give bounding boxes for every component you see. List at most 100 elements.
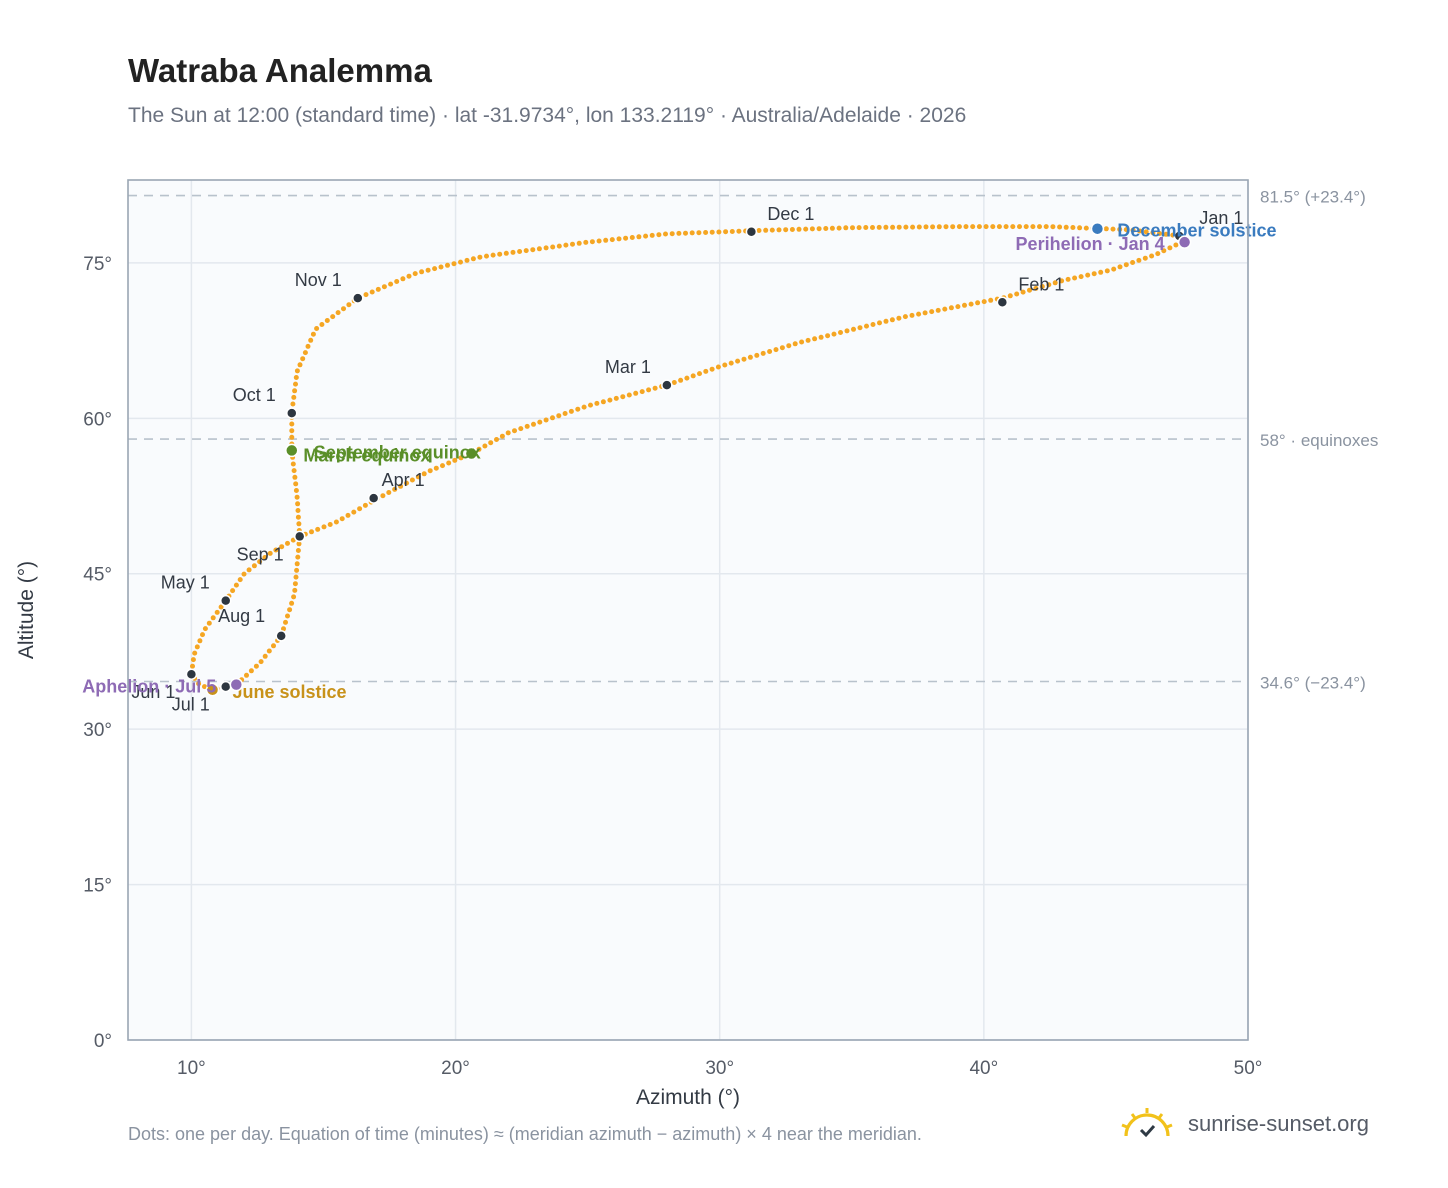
day-dot [289, 421, 295, 427]
day-dot [295, 548, 301, 553]
day-dot [505, 430, 511, 436]
brand[interactable]: sunrise-sunset.org [1120, 1102, 1369, 1146]
day-dot [351, 509, 357, 515]
day-dot [335, 310, 341, 316]
day-dot [916, 311, 922, 317]
day-dot [857, 325, 863, 331]
day-dot [287, 607, 293, 613]
day-dot [890, 224, 896, 230]
day-dot [290, 461, 296, 467]
day-dot [671, 380, 677, 385]
day-dot [756, 228, 762, 233]
day-dot [696, 230, 702, 236]
day-dot [346, 302, 352, 308]
day-dot [816, 226, 822, 232]
day-dot [970, 224, 976, 230]
day-dot [883, 318, 889, 324]
day-dot [633, 390, 639, 396]
day-dot [754, 352, 760, 358]
day-dot [1057, 224, 1063, 230]
day-dot [636, 234, 642, 240]
day-dot [476, 446, 482, 452]
day-dot [968, 301, 974, 307]
day-dot [703, 230, 709, 235]
day-dot [295, 501, 301, 507]
day-dot [266, 648, 272, 654]
day-dot [302, 350, 308, 356]
day-dot [194, 644, 200, 650]
day-dot [237, 577, 243, 583]
plot-area [128, 180, 1248, 1040]
day-dot [568, 408, 574, 414]
day-dot [308, 337, 314, 343]
day-dot [831, 331, 837, 337]
day-dot [510, 249, 516, 255]
day-dot [779, 345, 785, 351]
day-dot [291, 394, 297, 400]
day-dot [792, 341, 798, 347]
day-dot [296, 521, 302, 527]
day-dot [291, 594, 297, 600]
day-dot [809, 226, 815, 232]
day-dot [990, 224, 996, 230]
day-dot [293, 381, 298, 387]
day-dot [1017, 224, 1022, 230]
day-dot [202, 626, 208, 632]
y-tick-label: 60° [83, 409, 112, 430]
month-marker-label: Feb 1 [1018, 274, 1064, 294]
day-dot [930, 224, 936, 230]
month-marker [996, 296, 1009, 309]
month-marker-label: Nov 1 [295, 270, 342, 290]
day-dot [1143, 229, 1149, 235]
event-marker [464, 446, 479, 461]
day-dot [588, 402, 593, 408]
day-dot [406, 273, 412, 279]
day-dot [206, 620, 212, 626]
chart-subtitle: The Sun at 12:00 (standard time) · lat -… [128, 104, 967, 127]
day-dot [470, 256, 476, 262]
day-dot [248, 668, 254, 674]
event-label: September equinox [314, 442, 481, 462]
event-label: March equinox [303, 446, 430, 466]
day-dot [1150, 230, 1156, 236]
day-dot [530, 247, 536, 253]
day-dot [494, 437, 499, 442]
day-dot [799, 339, 805, 345]
day-dot [656, 232, 662, 238]
day-dot [341, 306, 346, 312]
y-tick-label: 15° [83, 876, 112, 897]
day-dot [729, 229, 735, 234]
day-dot [783, 227, 789, 233]
day-dot [678, 377, 684, 383]
day-dot [292, 474, 298, 480]
month-marker [352, 292, 364, 304]
day-dot [1083, 225, 1089, 231]
day-dot [1014, 291, 1020, 297]
month-marker-label: Jul 1 [172, 695, 210, 715]
x-tick-label: 50° [1234, 1058, 1263, 1079]
day-dot [663, 231, 668, 237]
day-dot [803, 226, 809, 232]
day-dot [956, 224, 962, 230]
day-dot [297, 362, 303, 368]
day-dot [948, 305, 954, 311]
day-dot [709, 229, 715, 235]
event-label: Aphelion · Jul 5 [82, 677, 216, 697]
day-dot [425, 267, 431, 273]
day-dot [210, 615, 216, 621]
event-label: Perihelion · Jan 4 [1016, 234, 1165, 254]
x-axis-label: Azimuth (°) [636, 1086, 740, 1109]
day-dot [262, 653, 268, 659]
day-dot [310, 331, 316, 337]
day-dot [412, 271, 418, 277]
month-marker-label: Aug 1 [218, 606, 265, 626]
event-marker [1177, 235, 1192, 249]
day-dot [218, 604, 224, 610]
day-dot [345, 512, 351, 518]
month-marker-label: Jun 1 [131, 682, 175, 702]
day-dot [735, 358, 741, 364]
day-dot [1072, 275, 1078, 281]
day-dot [607, 397, 613, 403]
month-marker [293, 530, 306, 543]
day-dot [295, 554, 301, 560]
